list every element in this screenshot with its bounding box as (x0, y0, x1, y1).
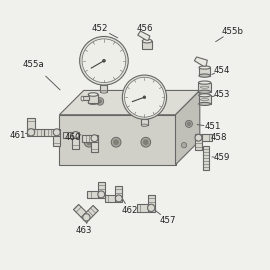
Ellipse shape (141, 124, 148, 126)
Circle shape (82, 39, 126, 83)
Circle shape (98, 99, 102, 104)
Circle shape (131, 98, 139, 105)
Polygon shape (82, 135, 98, 142)
Circle shape (115, 195, 122, 202)
Text: 462: 462 (121, 206, 138, 215)
Text: 454: 454 (213, 66, 230, 75)
Polygon shape (202, 134, 212, 141)
Ellipse shape (198, 81, 211, 84)
Text: 453: 453 (213, 90, 230, 99)
Text: 463: 463 (75, 226, 92, 235)
Text: 461: 461 (9, 130, 26, 140)
Bar (142, 41, 152, 49)
Ellipse shape (199, 94, 211, 97)
Circle shape (103, 59, 105, 62)
Polygon shape (28, 129, 44, 136)
Circle shape (195, 134, 202, 141)
Bar (100, 85, 107, 92)
Text: 455a: 455a (23, 60, 45, 69)
Polygon shape (203, 146, 209, 170)
Ellipse shape (199, 74, 210, 77)
Circle shape (53, 129, 60, 136)
Ellipse shape (199, 102, 211, 106)
Circle shape (133, 99, 137, 104)
Text: 452: 452 (92, 24, 108, 33)
Circle shape (80, 36, 128, 85)
Polygon shape (115, 186, 122, 202)
Circle shape (181, 143, 187, 148)
Polygon shape (91, 142, 98, 152)
Polygon shape (53, 136, 60, 146)
Bar (141, 119, 148, 125)
Circle shape (72, 131, 79, 139)
Circle shape (141, 137, 151, 147)
Bar (88, 94, 98, 103)
Polygon shape (148, 195, 155, 212)
Circle shape (148, 204, 155, 212)
Polygon shape (137, 204, 148, 212)
Ellipse shape (100, 90, 107, 93)
Bar (198, 83, 211, 92)
Circle shape (124, 77, 164, 117)
Bar (199, 95, 211, 104)
Ellipse shape (142, 39, 152, 43)
Polygon shape (73, 204, 86, 217)
Ellipse shape (81, 96, 84, 101)
Circle shape (98, 191, 105, 198)
Bar (199, 68, 210, 76)
Polygon shape (176, 90, 200, 165)
Text: 457: 457 (159, 215, 176, 225)
Polygon shape (59, 90, 200, 115)
Ellipse shape (198, 90, 211, 93)
Circle shape (91, 135, 98, 142)
Text: 460: 460 (65, 133, 81, 142)
Polygon shape (81, 205, 98, 222)
Text: 456: 456 (136, 24, 153, 33)
Circle shape (143, 139, 149, 145)
Circle shape (84, 137, 94, 147)
Text: 455b: 455b (221, 26, 243, 36)
Text: 451: 451 (205, 122, 222, 131)
Ellipse shape (88, 101, 98, 104)
Circle shape (187, 122, 191, 126)
Polygon shape (28, 118, 35, 129)
Circle shape (113, 139, 119, 145)
Circle shape (185, 120, 192, 127)
Text: 458: 458 (210, 133, 227, 142)
Ellipse shape (88, 93, 98, 96)
Polygon shape (98, 182, 105, 198)
Circle shape (143, 96, 146, 99)
Polygon shape (72, 139, 79, 149)
Circle shape (122, 75, 167, 119)
Circle shape (83, 214, 90, 221)
Circle shape (111, 137, 121, 147)
Ellipse shape (199, 66, 210, 69)
Circle shape (28, 129, 35, 136)
Polygon shape (63, 131, 79, 139)
Polygon shape (87, 191, 98, 198)
Polygon shape (195, 134, 202, 150)
Polygon shape (59, 115, 176, 165)
Polygon shape (105, 195, 115, 202)
Polygon shape (194, 57, 207, 66)
Circle shape (86, 139, 92, 145)
Polygon shape (44, 129, 60, 136)
Bar (82, 96, 89, 100)
Text: 459: 459 (213, 153, 230, 163)
Circle shape (96, 98, 104, 105)
Polygon shape (138, 31, 150, 40)
